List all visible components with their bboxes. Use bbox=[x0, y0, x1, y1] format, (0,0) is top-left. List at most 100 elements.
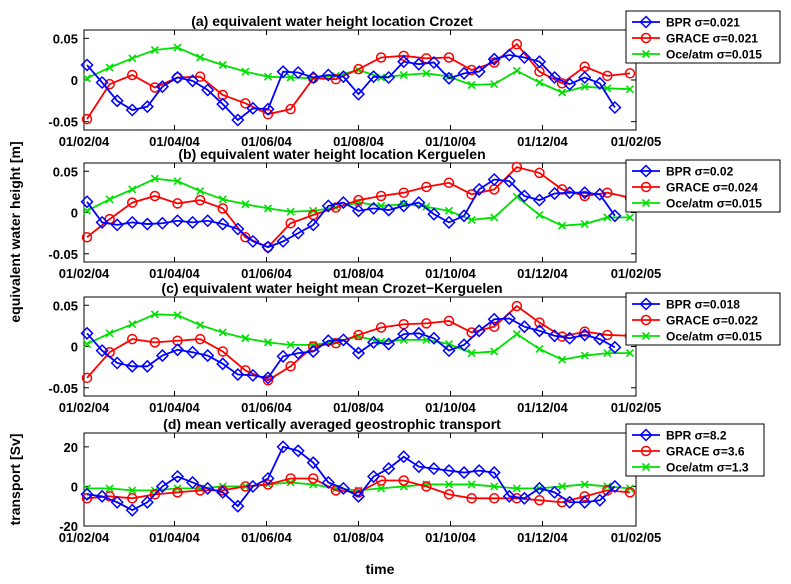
x-tick-label: 01/04/04 bbox=[149, 530, 200, 545]
data-point bbox=[427, 331, 441, 345]
data-point bbox=[535, 344, 544, 354]
data-point bbox=[511, 300, 523, 312]
data-point bbox=[155, 349, 169, 363]
data-point bbox=[443, 489, 455, 500]
data-point bbox=[578, 70, 592, 85]
data-point bbox=[532, 193, 547, 207]
data-point bbox=[231, 222, 245, 236]
data-point bbox=[488, 493, 500, 504]
data-point bbox=[172, 198, 183, 209]
data-point bbox=[382, 203, 396, 217]
x-tick-label: 01/08/04 bbox=[333, 400, 384, 415]
data-point bbox=[105, 484, 114, 493]
data-point bbox=[639, 15, 653, 29]
x-tick-label: 01/02/04 bbox=[59, 400, 110, 415]
data-point bbox=[80, 326, 94, 340]
x-tick-label: 01/04/04 bbox=[149, 134, 200, 149]
y-tick-label: -0.05 bbox=[48, 115, 78, 130]
data-point bbox=[128, 320, 137, 329]
series-grace bbox=[81, 161, 636, 253]
data-point bbox=[472, 324, 486, 338]
x-tick-label: 01/02/05 bbox=[611, 266, 662, 281]
legend-label: GRACE σ=3.6 bbox=[666, 445, 745, 459]
plot-area bbox=[83, 29, 637, 131]
data-point bbox=[291, 346, 305, 360]
x-tick-label: 01/06/04 bbox=[241, 530, 292, 545]
data-point bbox=[608, 479, 622, 493]
data-point bbox=[127, 333, 138, 345]
data-point bbox=[218, 195, 227, 204]
data-point bbox=[261, 471, 275, 486]
x-tick-label: 01/02/05 bbox=[611, 530, 662, 545]
data-point bbox=[306, 344, 320, 359]
data-point bbox=[624, 68, 636, 79]
data-point bbox=[443, 52, 455, 63]
y-tick-label: 0.05 bbox=[53, 31, 78, 46]
x-tick-label: 01/08/04 bbox=[333, 530, 384, 545]
series-line bbox=[86, 166, 631, 249]
data-point bbox=[127, 493, 138, 504]
data-point bbox=[216, 97, 230, 111]
data-point bbox=[105, 63, 114, 72]
data-point bbox=[186, 345, 200, 359]
data-point bbox=[580, 219, 589, 229]
data-point bbox=[512, 66, 521, 75]
data-point bbox=[351, 204, 366, 218]
data-point bbox=[443, 177, 455, 189]
data-point bbox=[382, 462, 396, 476]
series-bpr bbox=[80, 48, 622, 127]
data-point bbox=[397, 199, 411, 213]
data-point bbox=[291, 65, 305, 80]
data-point bbox=[563, 495, 577, 509]
data-point bbox=[351, 87, 366, 101]
data-point bbox=[532, 324, 547, 338]
data-point bbox=[640, 314, 652, 326]
data-point bbox=[382, 70, 396, 85]
data-point bbox=[593, 493, 607, 507]
data-point bbox=[261, 102, 275, 116]
data-point bbox=[170, 343, 185, 357]
data-point bbox=[231, 367, 245, 382]
legend: BPR σ=0.02 GRACE σ=0.024 Oce/atm σ=0.015 bbox=[625, 159, 781, 213]
data-point bbox=[321, 199, 335, 213]
legend-label: BPR σ=0.021 bbox=[666, 16, 740, 30]
x-tick-label: 01/06/04 bbox=[241, 400, 292, 415]
data-point bbox=[246, 479, 260, 493]
data-point bbox=[285, 473, 296, 484]
data-point bbox=[490, 80, 499, 89]
series-line bbox=[86, 477, 631, 504]
data-point bbox=[105, 329, 114, 338]
data-point bbox=[128, 54, 137, 63]
data-point bbox=[558, 88, 567, 97]
data-point bbox=[593, 76, 607, 90]
data-point bbox=[488, 321, 500, 332]
data-point bbox=[82, 339, 92, 349]
legend: BPR σ=0.018 GRACE σ=0.022 Oce/atm σ=0.015 bbox=[625, 292, 781, 346]
data-point bbox=[149, 337, 161, 348]
data-point bbox=[535, 210, 544, 220]
x-tick-label: 01/12/04 bbox=[517, 266, 568, 281]
data-point bbox=[578, 186, 592, 200]
y-tick-label: -20 bbox=[59, 519, 78, 534]
data-point bbox=[276, 234, 290, 248]
data-point bbox=[186, 74, 200, 88]
data-point bbox=[563, 331, 577, 345]
legend-label: BPR σ=8.2 bbox=[666, 429, 727, 443]
data-point bbox=[82, 74, 92, 83]
series-line bbox=[86, 178, 616, 249]
data-point bbox=[321, 334, 335, 348]
data-point bbox=[201, 214, 215, 228]
chart-title: (d) mean vertically averaged geostrophic… bbox=[163, 416, 501, 432]
data-point bbox=[442, 215, 456, 229]
data-point bbox=[517, 189, 531, 203]
x-tick-label: 01/10/04 bbox=[425, 134, 476, 149]
data-point bbox=[558, 355, 567, 364]
data-point bbox=[443, 315, 455, 327]
data-point bbox=[593, 187, 607, 201]
data-point bbox=[602, 329, 613, 341]
data-point bbox=[558, 482, 567, 491]
data-point bbox=[173, 43, 182, 52]
data-point bbox=[593, 332, 607, 346]
data-point bbox=[81, 232, 93, 243]
data-point bbox=[412, 196, 426, 210]
